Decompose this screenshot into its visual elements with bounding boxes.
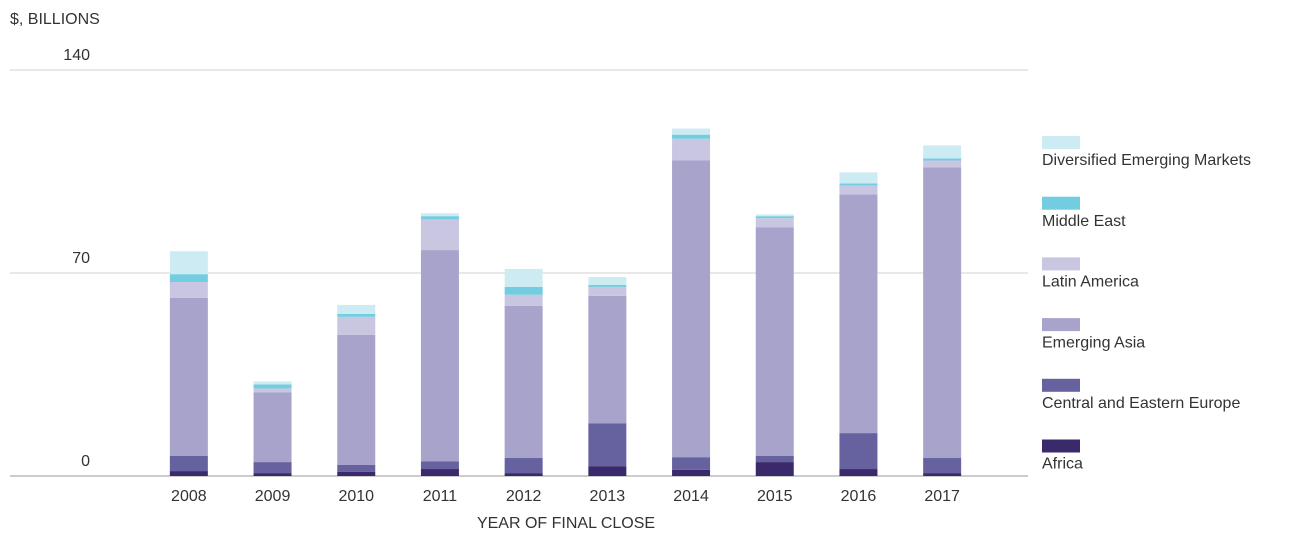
y-tick-label: 70 [72, 250, 90, 267]
bar-segment [420, 461, 459, 470]
bar-segment [588, 466, 627, 476]
bar-segment [755, 218, 794, 228]
bar-segment [839, 194, 878, 434]
legend-swatch [1042, 439, 1080, 453]
bar-segment [169, 281, 208, 298]
bar-segment [420, 219, 459, 251]
bar-segment [337, 316, 376, 335]
bar-segment [839, 469, 878, 476]
x-tick-label: 2011 [423, 488, 458, 505]
x-axis-label: YEAR OF FINAL CLOSE [477, 515, 655, 532]
bar-segment [337, 304, 376, 314]
bar-segment [253, 392, 292, 463]
x-tick-label: 2014 [673, 488, 709, 505]
bar-segment [923, 158, 962, 161]
bar-segment [839, 433, 878, 470]
bar-segment [337, 471, 376, 476]
bar-segment [839, 185, 878, 195]
legend-label: Diversified Emerging Markets [1042, 152, 1251, 169]
x-tick-label: 2017 [924, 488, 960, 505]
x-tick-label: 2009 [255, 488, 291, 505]
x-tick-label: 2013 [590, 488, 626, 505]
bar-segment [588, 295, 627, 424]
bar-segment [504, 473, 543, 476]
bar-segment [588, 284, 627, 287]
x-tick-label: 2016 [841, 488, 877, 505]
bar-segment [337, 464, 376, 472]
bar-segment [169, 251, 208, 275]
legend-swatch [1042, 136, 1080, 149]
bar-segment [672, 128, 711, 135]
bar-segment [420, 469, 459, 476]
bar-segment [923, 458, 962, 474]
bar-segment [839, 172, 878, 184]
bar-segment [420, 250, 459, 462]
x-tick-label: 2010 [338, 488, 374, 505]
bar-segment [169, 297, 208, 456]
bar-segment [253, 388, 292, 393]
legend-label: Central and Eastern Europe [1042, 395, 1240, 412]
bar-segment [504, 268, 543, 287]
legend-label: Emerging Asia [1042, 334, 1145, 351]
bar-segment [672, 160, 711, 458]
bar-segment [337, 313, 376, 317]
bar-segment [755, 216, 794, 219]
bar-segment [923, 160, 962, 168]
bar-segment [253, 384, 292, 389]
legend-swatch [1042, 318, 1080, 332]
bar-segment [588, 423, 627, 467]
bar-segment [337, 334, 376, 465]
legend-swatch [1042, 257, 1080, 271]
bar-segment [504, 458, 543, 474]
y-tick-label: 0 [81, 453, 90, 470]
bar-segment [420, 213, 459, 217]
bar-segment [755, 227, 794, 456]
bar-segment [755, 455, 794, 463]
bar-segment [253, 473, 292, 476]
legend-label: Latin America [1042, 274, 1139, 291]
legend-swatch [1042, 378, 1080, 392]
bar-segment [169, 274, 208, 282]
bar-segment [420, 216, 459, 220]
bar-segment [169, 471, 208, 476]
bar-segment [672, 134, 711, 139]
bar-segment [923, 473, 962, 476]
y-axis-label: $, BILLIONS [10, 11, 100, 28]
bar-segment [755, 214, 794, 217]
bar-segment [923, 167, 962, 459]
legend-label: Africa [1042, 456, 1083, 473]
legend-swatch [1042, 196, 1080, 210]
bar-segment [672, 469, 711, 476]
bar-segment [672, 138, 711, 161]
bar-segment [672, 457, 711, 470]
bar-segment [504, 286, 543, 295]
bar-segment [504, 305, 543, 459]
legend-label: Middle East [1042, 213, 1126, 230]
bar-segment [923, 145, 962, 159]
y-tick-label: 140 [63, 47, 90, 64]
bar-segment [839, 183, 878, 186]
bar-segment [169, 455, 208, 472]
bar-segment [588, 277, 627, 285]
x-tick-label: 2008 [171, 488, 207, 505]
bar-segment [253, 462, 292, 474]
x-tick-label: 2012 [506, 488, 542, 505]
bar-segment [253, 381, 292, 385]
x-tick-label: 2015 [757, 488, 793, 505]
bar-segment [755, 462, 794, 476]
bar-segment [588, 286, 627, 296]
bar-segment [504, 294, 543, 306]
